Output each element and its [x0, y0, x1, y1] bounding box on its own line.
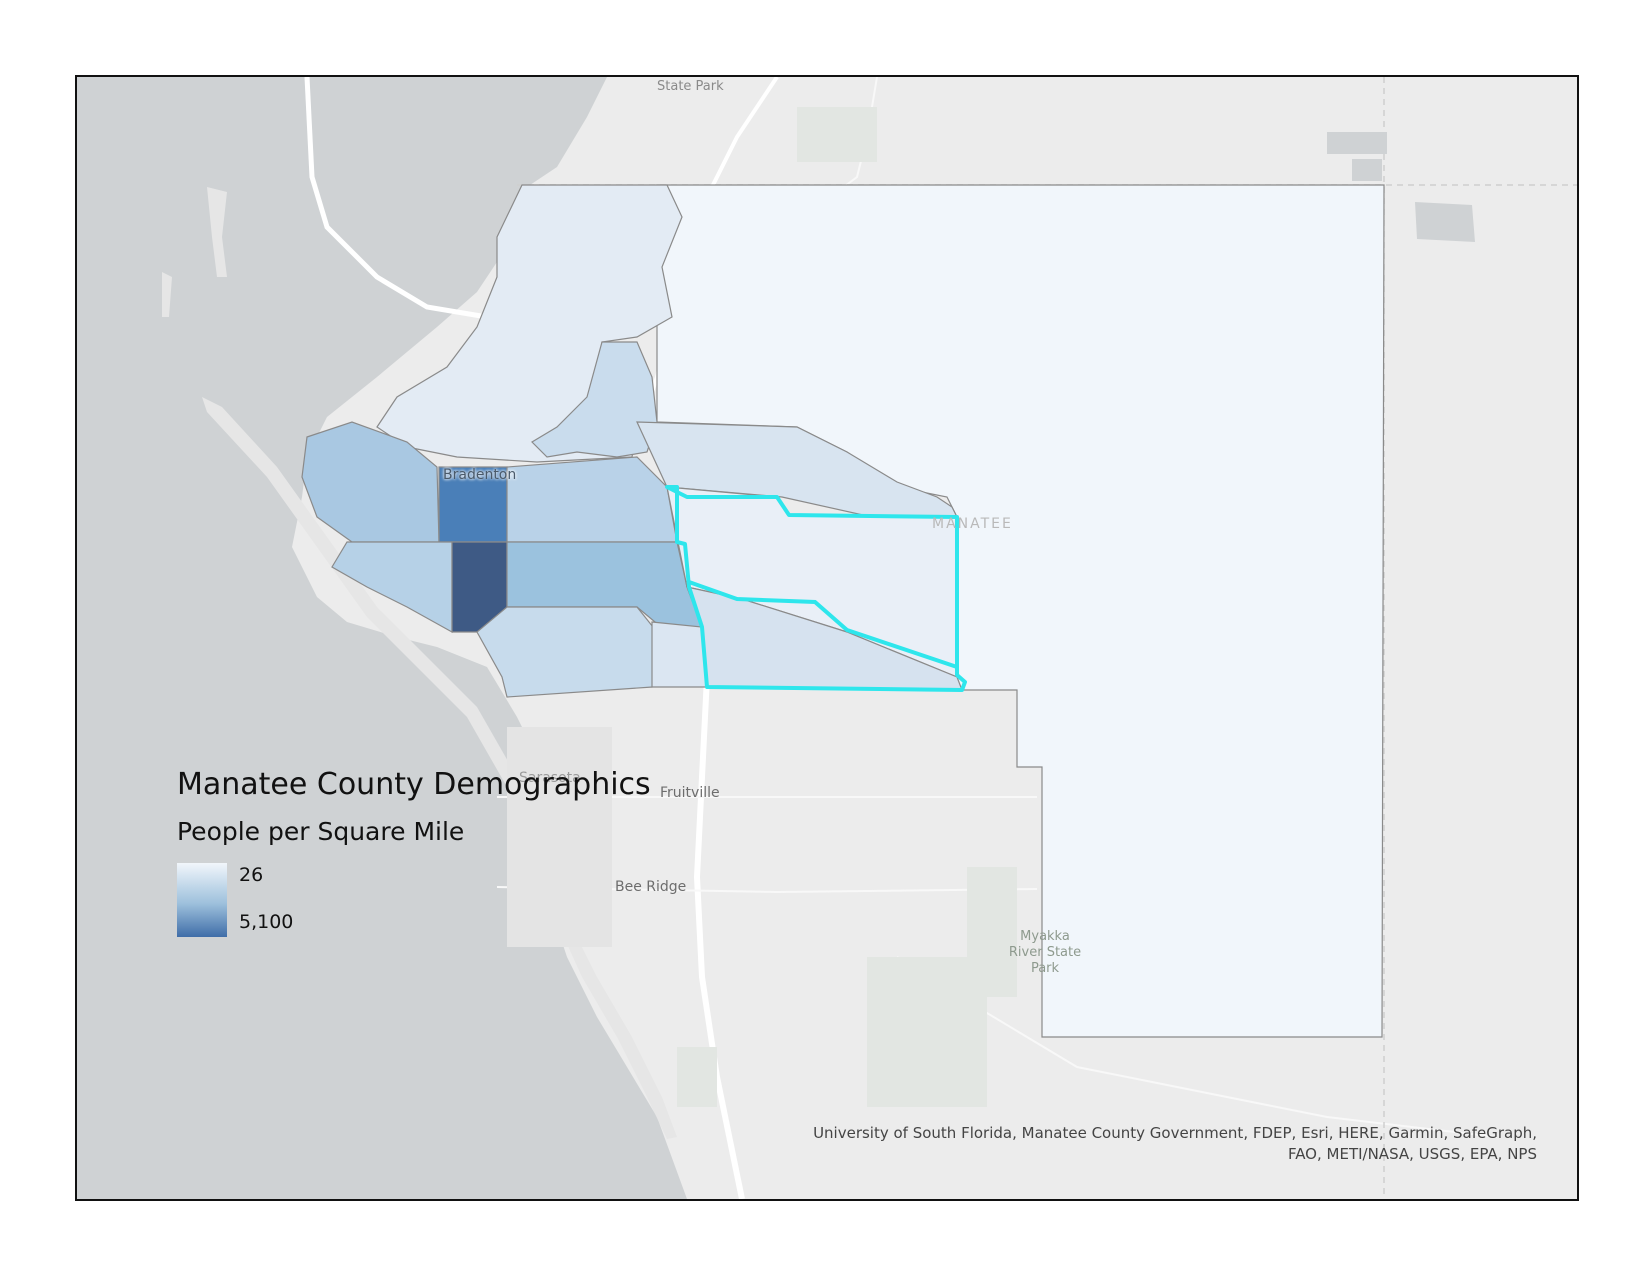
park-area — [867, 957, 987, 1107]
barrier-island — [547, 867, 677, 1139]
island — [162, 272, 172, 317]
attribution-line2: FAO, METI/NASA, USGS, EPA, NPS — [1287, 1145, 1537, 1163]
county-label: MANATEE — [932, 516, 1013, 532]
lake — [1352, 159, 1382, 181]
barrier-island — [202, 397, 547, 847]
highlight-divider — [688, 580, 958, 669]
lake — [1415, 202, 1475, 242]
bee-ridge-label: Bee Ridge — [615, 879, 687, 895]
fruitville-label: Fruitville — [660, 785, 720, 801]
legend-min-label: 26 — [239, 864, 264, 886]
island — [207, 187, 227, 277]
attribution: University of South Florida, Manatee Cou… — [777, 1123, 1537, 1165]
attribution-line1: University of South Florida, Manatee Cou… — [813, 1124, 1537, 1142]
map-frame: State Park Bradenton MANATEE Sarasota Fr… — [75, 75, 1579, 1201]
myakka-label-line2: River State — [1008, 945, 1082, 960]
highlight-outline — [665, 485, 967, 692]
legend-color-ramp — [177, 863, 227, 937]
bradenton-label: Bradenton — [443, 467, 517, 483]
state-park-label: State Park — [657, 79, 724, 94]
tract-north-central[interactable] — [531, 341, 658, 458]
lake — [1327, 132, 1387, 154]
sarasota-label: Sarasota — [519, 770, 581, 786]
legend-max-label: 5,100 — [239, 911, 294, 933]
myakka-park-label: Myakka River State Park — [995, 929, 1095, 977]
myakka-label-line1: Myakka — [1020, 929, 1070, 944]
tract-layer — [301, 184, 1385, 1038]
park-area — [797, 107, 877, 162]
highway — [693, 676, 745, 1199]
legend-title: Manatee County Demographics — [177, 767, 651, 802]
myakka-label-line3: Park — [1030, 961, 1060, 976]
tract-south-small[interactable] — [651, 621, 708, 688]
map-canvas[interactable] — [77, 77, 1577, 1199]
park-area — [677, 1047, 717, 1107]
urban-area — [507, 727, 612, 947]
legend-subtitle: People per Square Mile — [177, 817, 465, 846]
tract-south[interactable] — [476, 606, 658, 698]
